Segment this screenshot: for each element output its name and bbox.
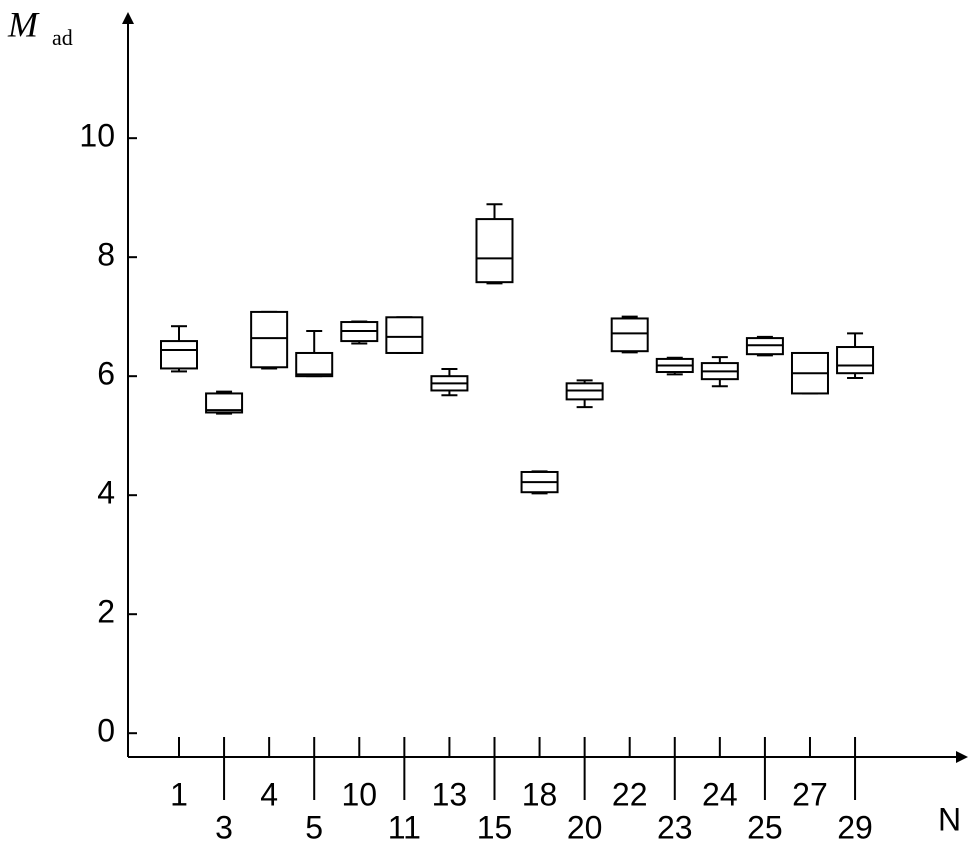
y-axis-label-subscript: ad xyxy=(52,25,73,50)
box xyxy=(610,317,649,353)
y-tick-label: 0 xyxy=(97,713,115,749)
x-tick-label: 13 xyxy=(432,776,468,812)
box xyxy=(205,392,244,414)
x-tick-label: 1 xyxy=(170,776,188,812)
x-tick-label: 23 xyxy=(657,809,693,845)
x-tick-label: 27 xyxy=(792,776,828,812)
x-tick-label: 24 xyxy=(702,776,738,812)
y-tick-label: 10 xyxy=(79,118,115,154)
x-axis-label: N xyxy=(938,801,961,837)
x-tick-label: 11 xyxy=(388,809,421,845)
x-tick-label: 3 xyxy=(215,809,233,845)
x-tick-label: 20 xyxy=(567,809,603,845)
x-tick-label: 4 xyxy=(260,776,278,812)
box xyxy=(295,351,334,378)
x-tick-label: 18 xyxy=(522,776,558,812)
y-tick-label: 4 xyxy=(97,475,115,511)
y-tick-label: 8 xyxy=(97,237,115,273)
box xyxy=(250,310,289,369)
box xyxy=(475,218,514,284)
box xyxy=(385,316,424,354)
x-tick-label: 25 xyxy=(747,809,783,845)
box xyxy=(160,340,198,370)
x-tick-label: 15 xyxy=(477,809,513,845)
y-axis-label: M xyxy=(7,4,40,44)
x-tick-label: 10 xyxy=(341,776,377,812)
y-tick-label: 6 xyxy=(97,356,115,392)
y-tick-label: 2 xyxy=(97,594,115,630)
x-tick-label: 5 xyxy=(305,809,323,845)
x-tick-label: 29 xyxy=(837,809,873,845)
box xyxy=(836,346,875,375)
x-tick-label: 22 xyxy=(612,776,648,812)
